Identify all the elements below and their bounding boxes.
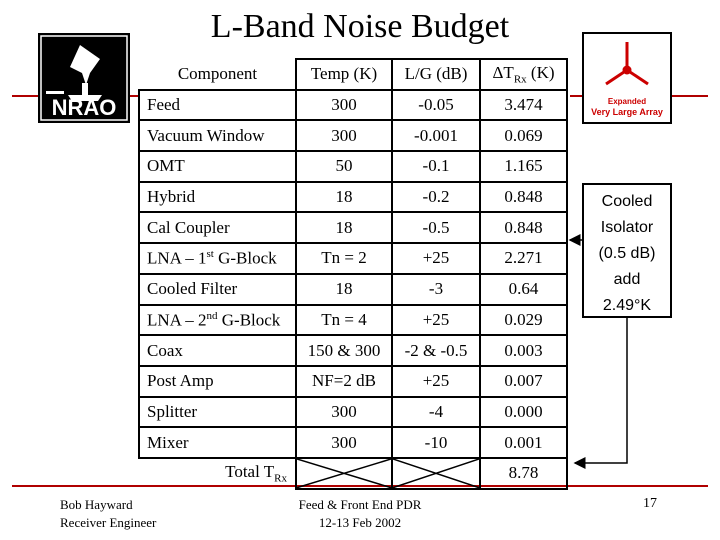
row-lg: -2 & -0.5: [391, 334, 481, 367]
row-dt: 0.64: [479, 272, 568, 306]
noise-budget-table: Component Temp (K) L/G (dB) ΔTRx (K) Fee…: [138, 58, 568, 490]
footer-date: 12-13 Feb 2002: [318, 515, 402, 530]
row-lg: -0.2: [391, 180, 481, 214]
row-lg: -0.05: [391, 88, 481, 122]
row-temp: 300: [295, 119, 393, 153]
cross-mark: [297, 459, 391, 488]
row-name: Post Amp: [138, 364, 297, 398]
row-name: LNA – 1st G-Block: [138, 242, 297, 275]
table-header-row: Component Temp (K) L/G (dB) ΔTRx (K): [139, 58, 568, 91]
evla-logo-line1: Expanded: [608, 97, 646, 106]
note-line-5: 2.49°K: [602, 297, 652, 314]
evla-logo-line2: Very Large Array: [591, 107, 663, 117]
row-dt: 0.000: [479, 395, 568, 429]
row-name: OMT: [138, 150, 297, 183]
row-name: Mixer: [138, 426, 297, 459]
row-dt: 3.474: [479, 88, 568, 122]
page-title: L-Band Noise Budget: [210, 8, 510, 45]
footer-role: Receiver Engineer: [60, 515, 157, 530]
row-name: Vacuum Window: [138, 119, 297, 153]
row-lg: -3: [391, 272, 481, 306]
row-lg: -4: [391, 395, 481, 429]
row-dt: 0.848: [479, 211, 568, 245]
arrow-to-total: [573, 318, 628, 469]
nrao-logo: NRAO: [38, 33, 130, 123]
row-dt: 0.848: [479, 180, 568, 214]
row-temp: 150 & 300: [295, 334, 393, 367]
row-temp: Tn = 2: [295, 242, 393, 275]
row-dt: 0.001: [479, 426, 568, 459]
row-name: Splitter: [138, 395, 297, 429]
row-name: Feed: [138, 88, 297, 122]
row-dt: 2.271: [479, 242, 568, 275]
row-name: Cooled Filter: [138, 272, 297, 306]
row-dt: 0.069: [479, 119, 568, 153]
row-name: Hybrid: [138, 180, 297, 214]
row-temp: 18: [295, 272, 393, 306]
row-temp: 300: [295, 88, 393, 122]
table-row: Feed 300 -0.05 3.474: [138, 88, 568, 122]
row-temp: 300: [295, 426, 393, 459]
header-temp: Temp (K): [295, 58, 393, 91]
row-lg: +25: [391, 364, 481, 398]
header-delta-trx: ΔTRx (K): [479, 58, 568, 91]
note-line-1: Cooled: [601, 193, 653, 210]
table-row: LNA – 1st G-Block Tn = 2 +25 2.271: [138, 242, 568, 275]
evla-logo: Expanded Very Large Array: [582, 32, 672, 124]
row-name: LNA – 2nd G-Block: [138, 303, 297, 337]
footer-author-block: Bob Hayward Receiver Engineer: [60, 496, 156, 532]
footer-event-block: Feed & Front End PDR 12-13 Feb 2002: [250, 496, 470, 532]
row-lg: +25: [391, 242, 481, 275]
cooled-isolator-note: Cooled Isolator (0.5 dB) add 2.49°K: [582, 183, 672, 318]
note-line-2: Isolator: [600, 219, 654, 236]
header-lg: L/G (dB): [391, 58, 481, 91]
note-line-4: add: [613, 271, 641, 288]
row-temp: 300: [295, 395, 393, 429]
table-row: Mixer 300 -10 0.001: [138, 426, 568, 459]
row-temp: 50: [295, 150, 393, 183]
row-temp: 18: [295, 211, 393, 245]
table-row: LNA – 2nd G-Block Tn = 4 +25 0.029: [138, 303, 568, 337]
table-row: Post Amp NF=2 dB +25 0.007: [138, 364, 568, 398]
row-lg: -0.1: [391, 150, 481, 183]
total-row: Total TRx 8.78: [139, 456, 568, 490]
table-row: Splitter 300 -4 0.000: [138, 395, 568, 429]
row-lg: -10: [391, 426, 481, 459]
note-line-3: (0.5 dB): [598, 245, 656, 262]
table-row: Coax 150 & 300 -2 & -0.5 0.003: [138, 334, 568, 367]
total-lg-empty: [391, 456, 481, 490]
table-row: Cooled Filter 18 -3 0.64: [138, 272, 568, 306]
table-row: Vacuum Window 300 -0.001 0.069: [138, 119, 568, 153]
footer-author: Bob Hayward: [60, 497, 133, 512]
page-number: 17: [643, 496, 657, 511]
row-dt: 1.165: [479, 150, 568, 183]
row-temp: 18: [295, 180, 393, 214]
row-name: Cal Coupler: [138, 211, 297, 245]
row-lg: +25: [391, 303, 481, 337]
table-row: OMT 50 -0.1 1.165: [138, 150, 568, 183]
table-row: Hybrid 18 -0.2 0.848: [138, 180, 568, 214]
row-dt: 0.029: [479, 303, 568, 337]
cross-mark: [393, 459, 479, 488]
header-component: Component: [139, 59, 297, 91]
row-temp: NF=2 dB: [295, 364, 393, 398]
row-temp: Tn = 4: [295, 303, 393, 337]
row-name: Coax: [138, 334, 297, 367]
row-dt: 0.003: [479, 334, 568, 367]
row-dt: 0.007: [479, 364, 568, 398]
footer-event: Feed & Front End PDR: [298, 497, 422, 512]
row-lg: -0.5: [391, 211, 481, 245]
row-lg: -0.001: [391, 119, 481, 153]
table-row: Cal Coupler 18 -0.5 0.848: [138, 211, 568, 245]
total-temp-empty: [295, 456, 393, 490]
total-label: Total TRx: [139, 456, 297, 489]
nrao-logo-text: NRAO: [52, 95, 117, 120]
total-value: 8.78: [479, 456, 568, 490]
